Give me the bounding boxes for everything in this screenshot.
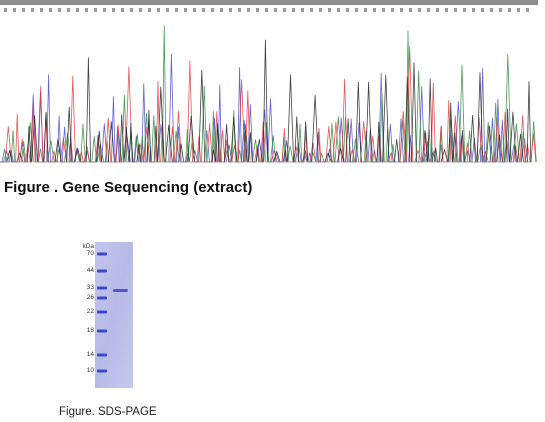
kda-scale: kDa 70 44 33 26 22 18 14 10 (78, 242, 94, 388)
marker-lane (97, 252, 107, 373)
kda-label-14: 14 (86, 351, 94, 358)
sds-page-caption: Figure. SDS-PAGE (59, 406, 157, 418)
kda-unit-label: kDa (82, 243, 94, 250)
sequence-header-bar (0, 0, 538, 5)
kda-label-44: 44 (86, 267, 94, 274)
kda-label-10: 10 (86, 367, 94, 374)
sample-band (113, 289, 128, 292)
kda-label-70: 70 (86, 250, 94, 257)
kda-label-22: 22 (86, 308, 94, 315)
sds-page-gel-image (95, 242, 133, 388)
sequence-letters-row (4, 8, 529, 12)
kda-label-18: 18 (86, 327, 94, 334)
gene-sequencing-caption: Figure . Gene Sequencing (extract) (4, 179, 253, 196)
gene-sequencing-chromatogram (0, 0, 538, 163)
chromatogram-traces (0, 25, 537, 163)
kda-label-33: 33 (86, 284, 94, 291)
gel-background (95, 242, 133, 388)
kda-label-26: 26 (86, 294, 94, 301)
